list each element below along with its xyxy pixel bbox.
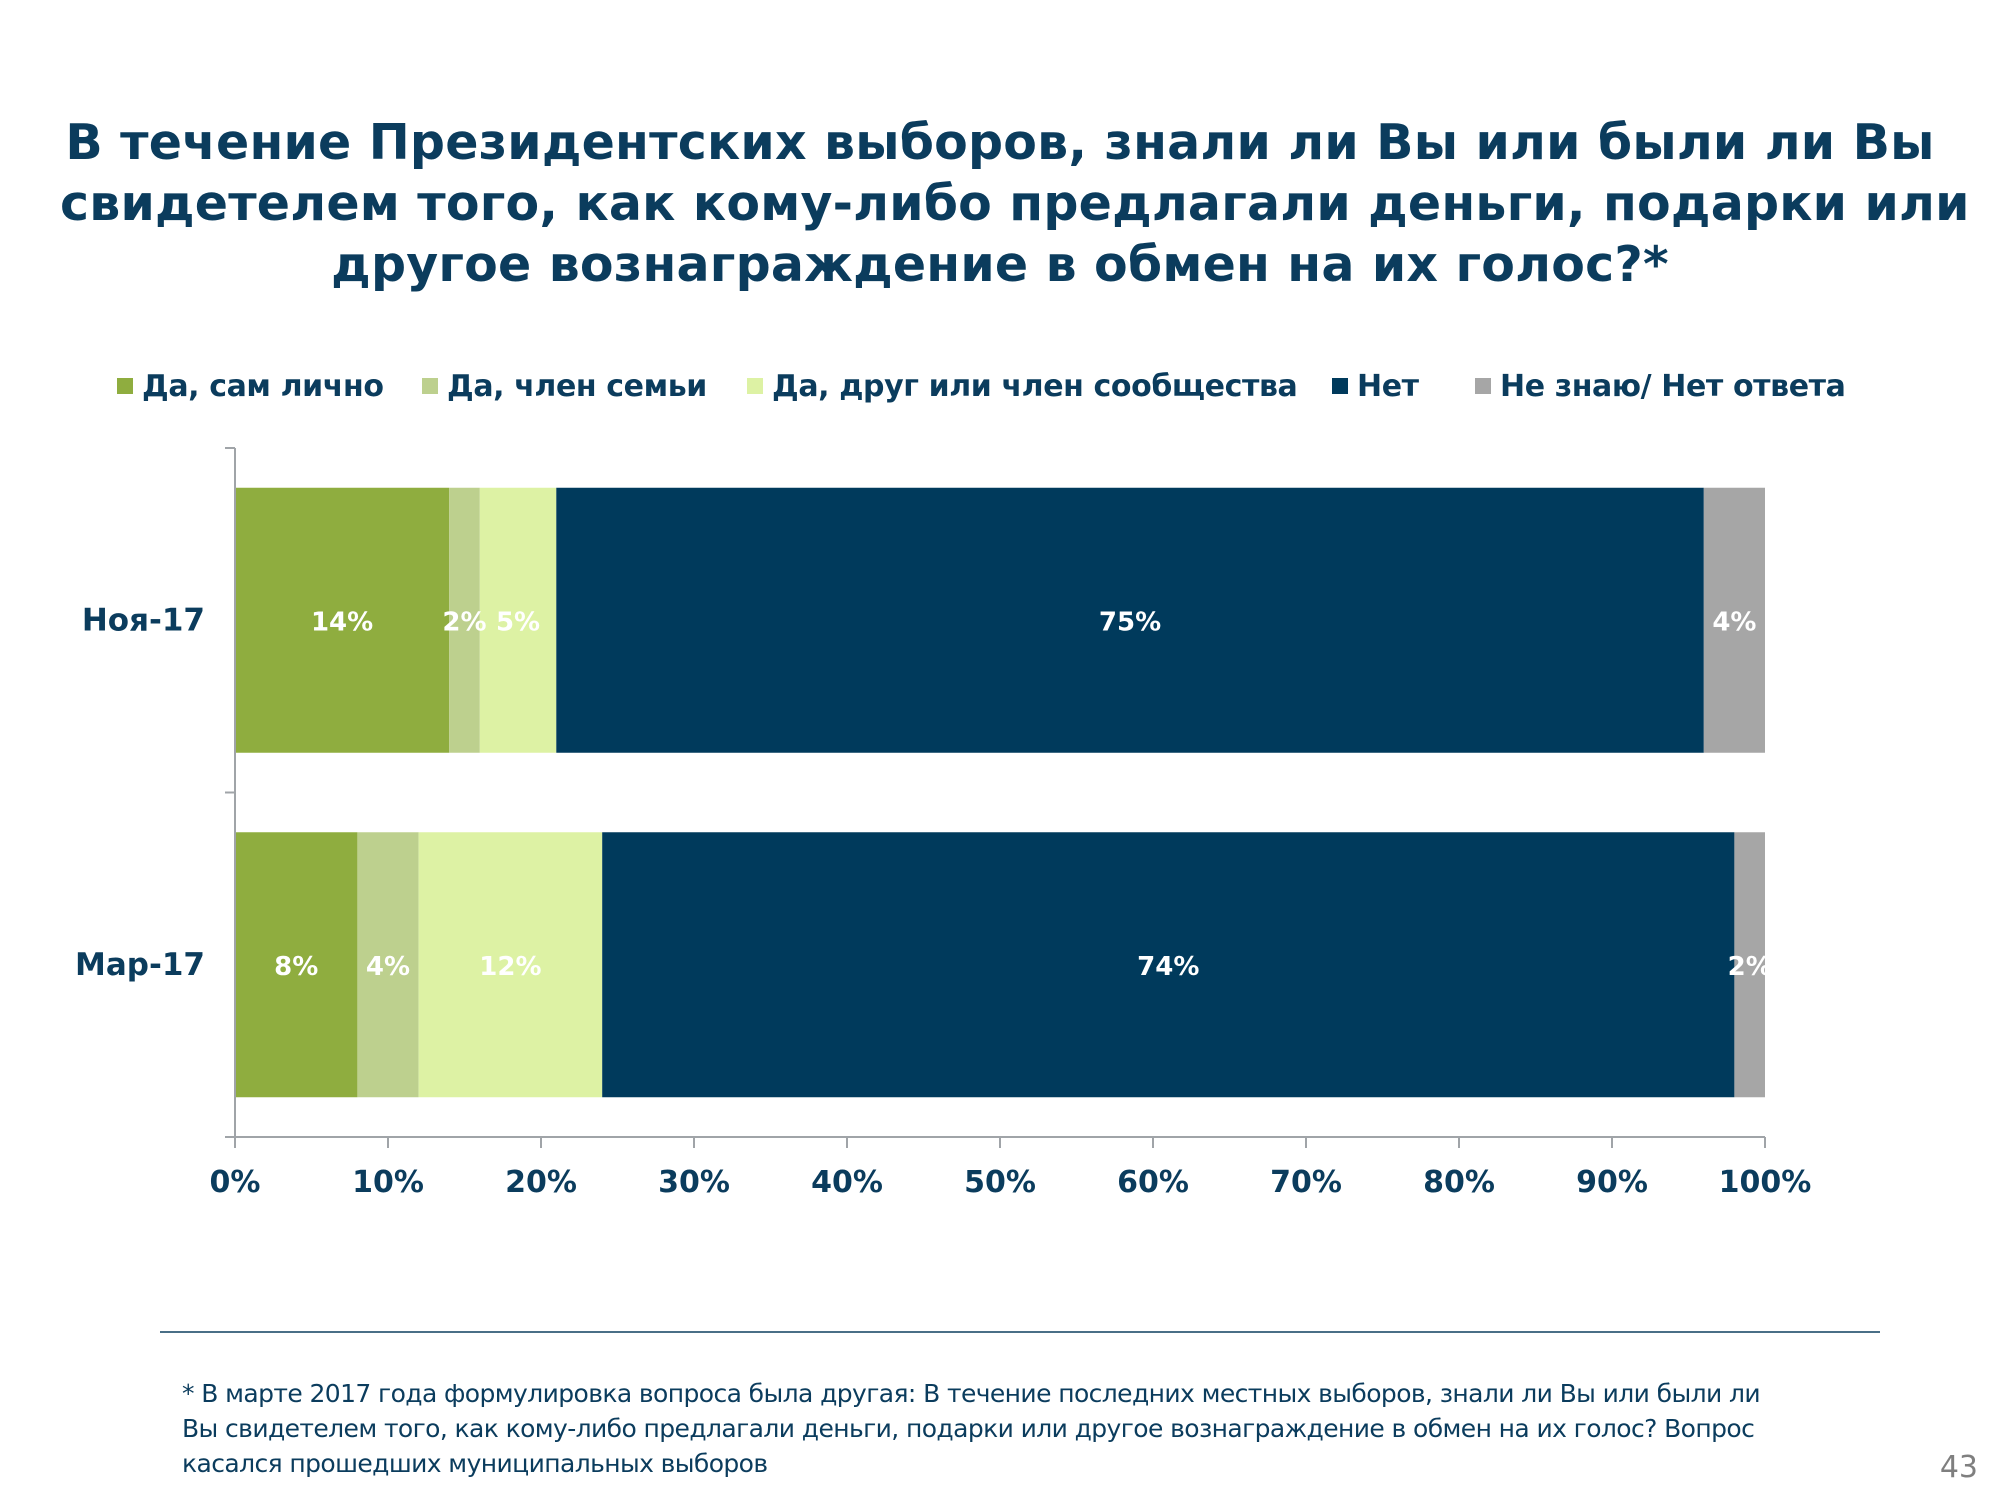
x-tick-label-9: 90% (1576, 1165, 1648, 1200)
x-tick-label-10: 100% (1719, 1165, 1812, 1200)
footnote-line-1: * В марте 2017 года формулировка вопроса… (182, 1379, 1761, 1408)
bar-segment-1-4 (556, 487, 1704, 753)
bar-segment-2-2 (357, 832, 419, 1098)
bar-segment-2-5 (1734, 832, 1765, 1098)
page-number: 43 (1939, 1450, 1978, 1485)
data-label-1-3: 5% (496, 607, 540, 637)
data-label-2-1: 8% (274, 952, 318, 982)
legend-swatch-self (117, 378, 133, 394)
legend-label-self: Да, сам лично (142, 368, 384, 404)
x-tick-label-2: 20% (505, 1165, 577, 1200)
legend-item-dont-know: Не знаю/ Нет ответа (1475, 368, 1846, 404)
category-label-1: Ноя-17 (82, 602, 205, 638)
data-label-1-4: 75% (1099, 607, 1161, 637)
category-label-2: Мар-17 (75, 947, 205, 983)
bar-segment-1-1 (235, 487, 450, 753)
legend-label-dont-know: Не знаю/ Нет ответа (1500, 368, 1846, 404)
x-tick-label-3: 30% (658, 1165, 730, 1200)
footer-divider (160, 1331, 1880, 1333)
legend-swatch-family (422, 378, 438, 394)
legend-label-no: Нет (1357, 368, 1419, 404)
legend-item-family: Да, член семьи (422, 368, 707, 404)
bar-segment-1-2 (449, 487, 480, 753)
title-line-3: другое вознаграждение в обмен на их голо… (331, 236, 1669, 293)
bar-segment-2-3 (418, 832, 603, 1098)
data-label-1-2: 2% (442, 607, 486, 637)
data-label-2-3: 12% (479, 952, 541, 982)
legend-swatch-friend (747, 378, 763, 394)
bar-segment-2-1 (235, 832, 358, 1098)
data-label-2-2: 4% (366, 952, 410, 982)
title-line-2: свидетелем того, как кому-либо предлагал… (60, 175, 1970, 232)
footnote-line-2: Вы свидетелем того, как кому-либо предла… (182, 1414, 1755, 1443)
bar-segment-1-5 (1703, 487, 1765, 753)
legend-label-friend: Да, друг или член сообщества (772, 368, 1298, 404)
x-tick-label-7: 70% (1270, 1165, 1342, 1200)
x-tick-label-1: 10% (352, 1165, 424, 1200)
data-label-1-1: 14% (311, 607, 373, 637)
bar-segment-2-4 (602, 832, 1735, 1098)
bar-segment-1-3 (479, 487, 557, 753)
data-label-1-5: 4% (1712, 607, 1756, 637)
legend-item-no: Нет (1332, 368, 1419, 404)
legend-swatch-no (1332, 378, 1348, 394)
chart-legend: Да, сам лично Да, член семьи Да, друг ил… (0, 368, 2000, 404)
x-tick-label-5: 50% (964, 1165, 1036, 1200)
x-tick-label-4: 40% (811, 1165, 883, 1200)
legend-item-friend: Да, друг или член сообщества (747, 368, 1298, 404)
legend-label-family: Да, член семьи (447, 368, 707, 404)
footnote-line-3: касался прошедших муниципальных выборов (182, 1449, 768, 1478)
legend-swatch-dont-know (1475, 378, 1491, 394)
data-label-2-5: 2% (1728, 952, 1772, 982)
legend-item-self: Да, сам лично (117, 368, 384, 404)
slide-title: В течение Президентских выборов, знали л… (60, 112, 1970, 295)
x-tick-label-8: 80% (1423, 1165, 1495, 1200)
footnote: * В марте 2017 года формулировка вопроса… (182, 1376, 1902, 1481)
x-tick-label-6: 60% (1117, 1165, 1189, 1200)
data-label-2-4: 74% (1137, 952, 1199, 982)
x-tick-label-0: 0% (210, 1165, 261, 1200)
title-line-1: В течение Президентских выборов, знали л… (65, 114, 1935, 171)
